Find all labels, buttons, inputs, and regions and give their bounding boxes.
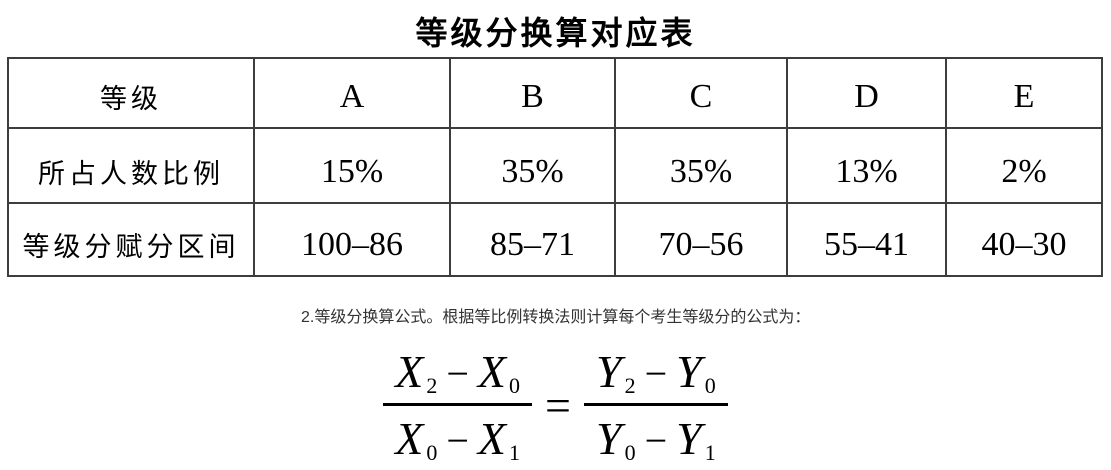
formula-note-text: 2.等级分换算公式。根据等比例转换法则计算每个考生等级分的公式为： (301, 309, 811, 326)
minus-sign: − (446, 418, 469, 463)
math-subscript: 0 (624, 440, 636, 465)
proportion-cell-a: 15% (253, 127, 451, 204)
minus-sign: − (644, 418, 668, 463)
math-subscript: 0 (704, 373, 716, 398)
interval-cell-d: 55–41 (786, 202, 947, 277)
math-subscript: 1 (704, 440, 716, 465)
math-var: Y (676, 346, 702, 397)
interval-cell-b: 85–71 (449, 202, 616, 277)
proportion-cell-d: 13% (786, 127, 947, 204)
math-var: X (395, 413, 424, 464)
equals-sign: = (545, 379, 571, 431)
grade-cell-b: B (449, 57, 616, 129)
math-var: X (477, 413, 507, 464)
proportion-cell-e: 2% (945, 127, 1103, 204)
proportion-cell-b: 35% (449, 127, 616, 204)
row-label-grade: 等级 (7, 57, 255, 129)
minus-sign: − (644, 351, 668, 396)
math-var: X (395, 346, 424, 397)
math-var: X (477, 346, 507, 397)
proportion-cell-c: 35% (614, 127, 788, 204)
math-subscript: 0 (426, 440, 438, 465)
math-subscript: 1 (509, 440, 521, 465)
math-var: Y (595, 413, 622, 464)
interval-cell-c: 70–56 (614, 202, 788, 277)
math-subscript: 0 (509, 373, 521, 398)
grade-cell-d: D (786, 57, 947, 129)
row-label-proportion: 所占人数比例 (7, 127, 255, 204)
table-row-interval: 等级分赋分区间 100–86 85–71 70–56 55–41 40–30 (7, 202, 1103, 277)
math-subscript: 2 (624, 373, 636, 398)
minus-sign: − (446, 351, 469, 396)
table-row-grade: 等级 A B C D E (7, 57, 1103, 129)
interval-cell-e: 40–30 (945, 202, 1103, 277)
math-var: Y (595, 346, 622, 397)
row-label-interval: 等级分赋分区间 (7, 202, 255, 277)
page-title: 等级分换算对应表 (415, 15, 696, 51)
grade-cell-a: A (253, 57, 451, 129)
grade-cell-c: C (614, 57, 788, 129)
table-row-proportion: 所占人数比例 15% 35% 35% 13% 2% (7, 127, 1103, 204)
math-var: Y (676, 413, 702, 464)
math-subscript: 2 (426, 373, 438, 398)
grade-cell-e: E (945, 57, 1103, 129)
grade-conversion-table: 等级 A B C D E 所占人数比例 15% 35% 35% 13% 2% 等… (7, 57, 1103, 277)
interval-cell-a: 100–86 (253, 202, 451, 277)
